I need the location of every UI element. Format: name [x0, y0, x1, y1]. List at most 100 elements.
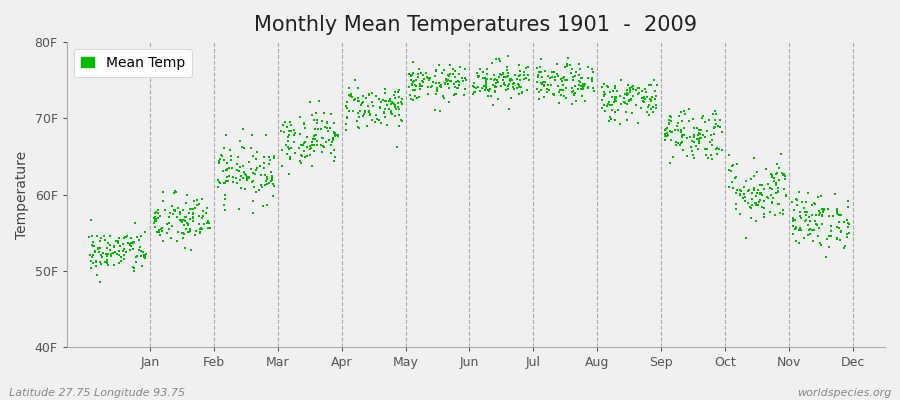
Point [479, 81, 493, 87]
Point [181, 221, 195, 227]
Point [369, 112, 383, 118]
Point [304, 111, 319, 118]
Point [770, 170, 784, 176]
Point [183, 216, 197, 222]
Point [176, 218, 190, 225]
Point [453, 63, 467, 70]
Point [765, 174, 779, 180]
Point [239, 177, 254, 184]
Point [96, 250, 111, 256]
Point [105, 250, 120, 256]
Point [815, 206, 830, 212]
Point [326, 135, 340, 141]
Point [104, 253, 119, 259]
Point [577, 82, 591, 89]
Point [706, 131, 721, 137]
Point [342, 92, 356, 98]
Point [771, 184, 786, 191]
Point [680, 134, 695, 141]
Point [709, 145, 724, 152]
Point [601, 83, 616, 90]
Point [738, 194, 752, 200]
Point [129, 253, 143, 260]
Point [279, 142, 293, 148]
Point [154, 226, 168, 232]
Point [559, 95, 573, 101]
Point [625, 110, 639, 116]
Point [226, 178, 240, 185]
Point [828, 191, 842, 197]
Point [830, 235, 844, 241]
Point [274, 163, 289, 169]
Point [284, 144, 298, 151]
Point [315, 149, 329, 156]
Point [216, 168, 230, 174]
Point [814, 193, 828, 200]
Point [187, 205, 202, 211]
Point [512, 82, 526, 88]
Point [540, 86, 554, 93]
Point [722, 167, 736, 173]
Point [560, 60, 574, 67]
Point [635, 98, 650, 104]
Point [406, 79, 420, 85]
Point [792, 224, 806, 231]
Point [647, 77, 662, 83]
Point [607, 88, 621, 94]
Point [422, 77, 436, 83]
Point [645, 109, 660, 115]
Point [351, 110, 365, 116]
Point [771, 164, 786, 171]
Point [620, 92, 634, 99]
Point [537, 94, 552, 100]
Point [245, 179, 259, 185]
Point [618, 91, 633, 97]
Point [747, 173, 761, 179]
Point [317, 110, 331, 116]
Point [230, 167, 244, 174]
Point [757, 205, 771, 212]
Point [354, 108, 368, 114]
Point [764, 200, 778, 206]
Point [293, 160, 308, 166]
Point [307, 148, 321, 154]
Point [284, 122, 299, 128]
Point [794, 215, 808, 222]
Point [557, 77, 572, 84]
Point [837, 245, 851, 252]
Point [220, 160, 234, 166]
Point [489, 88, 503, 94]
Point [574, 75, 589, 81]
Point [255, 184, 269, 190]
Point [769, 170, 783, 177]
Point [765, 199, 779, 205]
Point [179, 226, 194, 232]
Point [573, 79, 588, 86]
Point [179, 192, 194, 199]
Point [663, 136, 678, 143]
Point [815, 208, 830, 214]
Point [383, 101, 398, 108]
Point [192, 221, 206, 227]
Point [510, 81, 525, 87]
Point [584, 66, 598, 72]
Point [518, 69, 532, 76]
Point [298, 154, 312, 160]
Point [644, 106, 658, 112]
Point [608, 98, 623, 105]
Point [770, 182, 784, 188]
Point [392, 122, 406, 129]
Point [522, 77, 536, 83]
Point [217, 180, 231, 186]
Point [442, 62, 456, 68]
Point [520, 64, 535, 70]
Point [572, 66, 587, 72]
Point [345, 94, 359, 100]
Point [322, 137, 337, 143]
Point [507, 80, 521, 86]
Point [811, 233, 825, 239]
Point [87, 242, 102, 249]
Point [212, 160, 227, 166]
Point [797, 204, 812, 211]
Point [560, 77, 574, 83]
